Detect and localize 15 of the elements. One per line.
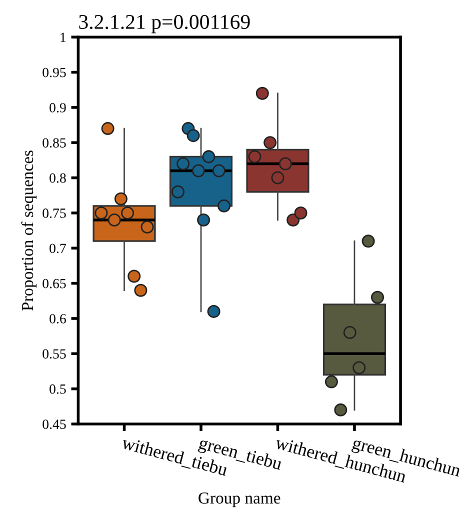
y-tick-label: 0.85 bbox=[42, 138, 66, 148]
y-tick-label: 0.5 bbox=[50, 384, 66, 394]
y-tick-label: 1 bbox=[60, 32, 66, 42]
y-tick-label: 0.55 bbox=[42, 349, 66, 359]
y-tick-label: 0.7 bbox=[50, 244, 66, 254]
y-tick-label: 0.45 bbox=[42, 420, 66, 430]
y-tick-label: 0.6 bbox=[50, 314, 66, 324]
y-tick-label: 0.95 bbox=[42, 68, 66, 78]
chart-title: 3.2.1.21 p=0.001169 bbox=[79, 14, 250, 34]
x-axis-title: Group name bbox=[198, 492, 280, 508]
y-axis-title: Proportion of sequences bbox=[21, 150, 37, 311]
y-tick-label: 0.75 bbox=[42, 208, 66, 218]
y-tick-label: 0.65 bbox=[42, 278, 66, 288]
y-tick-label: 0.9 bbox=[50, 103, 66, 112]
y-tick-label: 0.8 bbox=[50, 173, 66, 183]
